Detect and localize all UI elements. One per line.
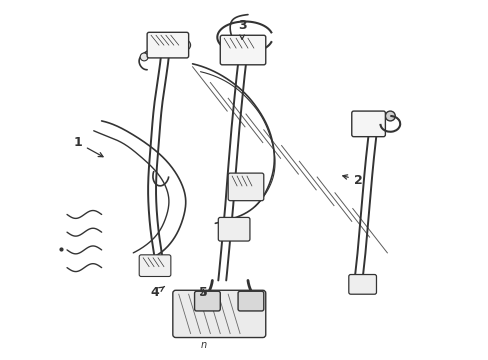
Circle shape (370, 119, 380, 129)
Text: n: n (200, 340, 206, 350)
Circle shape (229, 45, 239, 55)
Circle shape (236, 225, 244, 233)
Circle shape (156, 262, 163, 270)
Circle shape (358, 119, 368, 129)
Circle shape (140, 53, 148, 61)
Circle shape (214, 308, 226, 320)
Circle shape (253, 297, 261, 305)
FancyBboxPatch shape (194, 291, 220, 311)
FancyBboxPatch shape (351, 111, 385, 137)
FancyBboxPatch shape (220, 35, 265, 65)
FancyBboxPatch shape (172, 290, 265, 338)
Circle shape (226, 225, 234, 233)
Circle shape (209, 297, 217, 305)
Circle shape (170, 40, 181, 50)
Circle shape (156, 40, 165, 50)
Text: 4: 4 (150, 286, 164, 299)
Circle shape (244, 297, 251, 305)
Circle shape (236, 183, 244, 191)
Circle shape (385, 111, 394, 121)
Text: 3: 3 (237, 19, 246, 39)
FancyBboxPatch shape (228, 173, 263, 201)
Text: 5: 5 (199, 286, 207, 299)
FancyBboxPatch shape (147, 32, 188, 58)
Circle shape (181, 40, 190, 50)
Circle shape (146, 262, 154, 270)
Circle shape (248, 183, 256, 191)
Text: 2: 2 (342, 174, 362, 186)
FancyBboxPatch shape (348, 275, 376, 294)
FancyBboxPatch shape (238, 291, 263, 311)
Circle shape (252, 45, 262, 55)
Text: 1: 1 (73, 136, 103, 157)
FancyBboxPatch shape (139, 255, 170, 276)
Circle shape (354, 280, 362, 288)
Circle shape (243, 45, 252, 55)
Circle shape (199, 297, 207, 305)
Circle shape (364, 280, 372, 288)
FancyBboxPatch shape (218, 217, 249, 241)
